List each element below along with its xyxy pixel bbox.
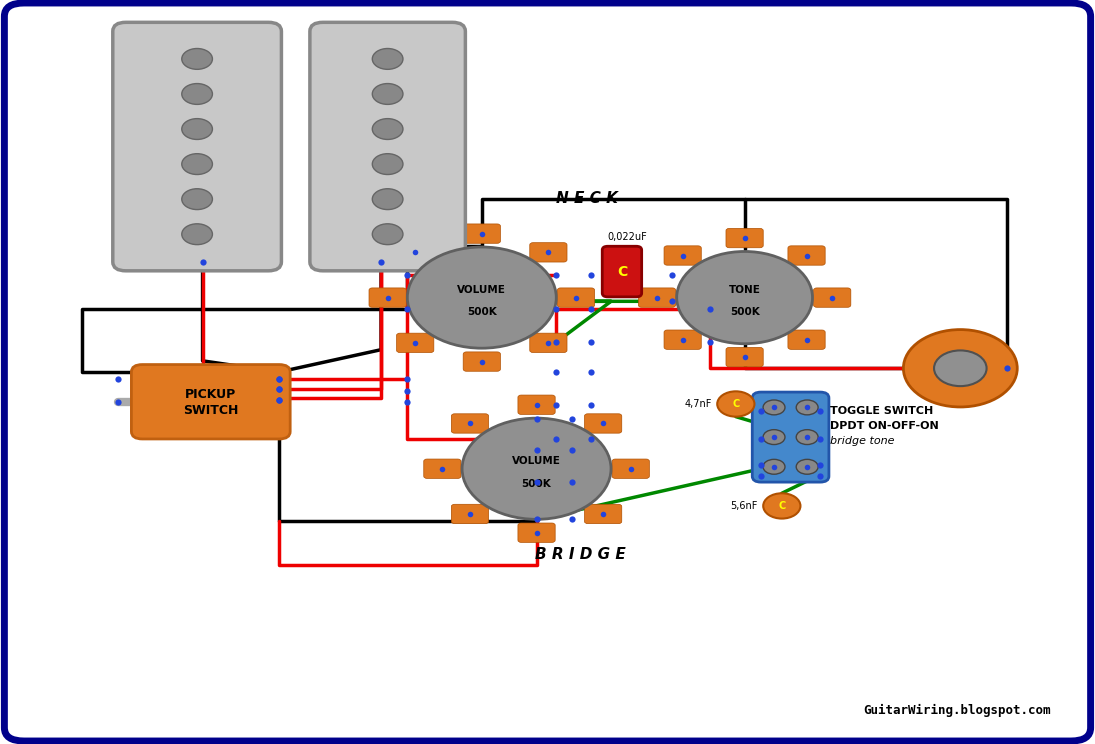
Text: VOLUME: VOLUME bbox=[458, 285, 506, 295]
FancyBboxPatch shape bbox=[518, 395, 555, 414]
Circle shape bbox=[372, 189, 403, 210]
Text: GuitarWiring.blogspot.com: GuitarWiring.blogspot.com bbox=[864, 704, 1051, 717]
Circle shape bbox=[372, 118, 403, 139]
FancyBboxPatch shape bbox=[814, 288, 851, 307]
Circle shape bbox=[796, 430, 818, 444]
FancyBboxPatch shape bbox=[638, 288, 676, 307]
Text: SWITCH: SWITCH bbox=[183, 404, 239, 417]
Circle shape bbox=[903, 330, 1017, 407]
FancyBboxPatch shape bbox=[664, 330, 701, 350]
Circle shape bbox=[182, 83, 212, 104]
Text: TOGGLE SWITCH: TOGGLE SWITCH bbox=[830, 406, 933, 417]
Text: N E C K: N E C K bbox=[556, 191, 618, 206]
Circle shape bbox=[372, 48, 403, 69]
Circle shape bbox=[182, 189, 212, 210]
Circle shape bbox=[934, 350, 987, 386]
FancyBboxPatch shape bbox=[726, 228, 763, 248]
Text: 5,6nF: 5,6nF bbox=[730, 501, 758, 511]
Text: 500K: 500K bbox=[521, 478, 552, 489]
Text: 0,022uF: 0,022uF bbox=[608, 231, 647, 242]
Circle shape bbox=[372, 83, 403, 104]
FancyBboxPatch shape bbox=[424, 459, 461, 478]
FancyBboxPatch shape bbox=[664, 246, 701, 265]
Text: C: C bbox=[733, 399, 739, 409]
FancyBboxPatch shape bbox=[788, 246, 826, 265]
FancyBboxPatch shape bbox=[612, 459, 649, 478]
Text: B R I D G E: B R I D G E bbox=[535, 547, 625, 562]
Circle shape bbox=[763, 400, 785, 415]
Circle shape bbox=[462, 418, 611, 519]
Circle shape bbox=[372, 154, 403, 175]
Text: bridge tone: bridge tone bbox=[830, 436, 895, 446]
Circle shape bbox=[182, 154, 212, 175]
Text: 4,7nF: 4,7nF bbox=[684, 399, 712, 409]
Text: C: C bbox=[616, 265, 627, 278]
FancyBboxPatch shape bbox=[396, 333, 434, 353]
FancyBboxPatch shape bbox=[752, 392, 829, 482]
Circle shape bbox=[182, 224, 212, 245]
FancyBboxPatch shape bbox=[518, 523, 555, 542]
FancyBboxPatch shape bbox=[113, 22, 281, 271]
Circle shape bbox=[717, 391, 754, 417]
FancyBboxPatch shape bbox=[463, 224, 500, 243]
FancyBboxPatch shape bbox=[530, 243, 567, 262]
FancyBboxPatch shape bbox=[557, 288, 595, 307]
Text: 500K: 500K bbox=[466, 307, 497, 318]
Circle shape bbox=[763, 430, 785, 444]
FancyBboxPatch shape bbox=[788, 330, 826, 350]
Text: DPDT ON-OFF-ON: DPDT ON-OFF-ON bbox=[830, 421, 938, 432]
FancyBboxPatch shape bbox=[602, 246, 642, 297]
FancyBboxPatch shape bbox=[585, 414, 622, 433]
FancyBboxPatch shape bbox=[451, 414, 488, 433]
Circle shape bbox=[763, 459, 785, 474]
Text: 500K: 500K bbox=[729, 307, 760, 318]
FancyBboxPatch shape bbox=[310, 22, 465, 271]
Text: C: C bbox=[779, 501, 785, 511]
Circle shape bbox=[796, 459, 818, 474]
Circle shape bbox=[182, 118, 212, 139]
Circle shape bbox=[796, 400, 818, 415]
Circle shape bbox=[407, 247, 556, 348]
FancyBboxPatch shape bbox=[530, 333, 567, 353]
Circle shape bbox=[677, 251, 812, 344]
FancyBboxPatch shape bbox=[396, 243, 434, 262]
FancyBboxPatch shape bbox=[131, 365, 290, 439]
FancyBboxPatch shape bbox=[726, 347, 763, 367]
Text: PICKUP: PICKUP bbox=[185, 388, 237, 401]
Text: VOLUME: VOLUME bbox=[512, 456, 561, 466]
FancyBboxPatch shape bbox=[585, 504, 622, 524]
Text: TONE: TONE bbox=[728, 285, 761, 295]
Circle shape bbox=[763, 493, 800, 519]
FancyBboxPatch shape bbox=[451, 504, 488, 524]
Circle shape bbox=[372, 224, 403, 245]
Circle shape bbox=[182, 48, 212, 69]
FancyBboxPatch shape bbox=[369, 288, 406, 307]
FancyBboxPatch shape bbox=[463, 352, 500, 371]
